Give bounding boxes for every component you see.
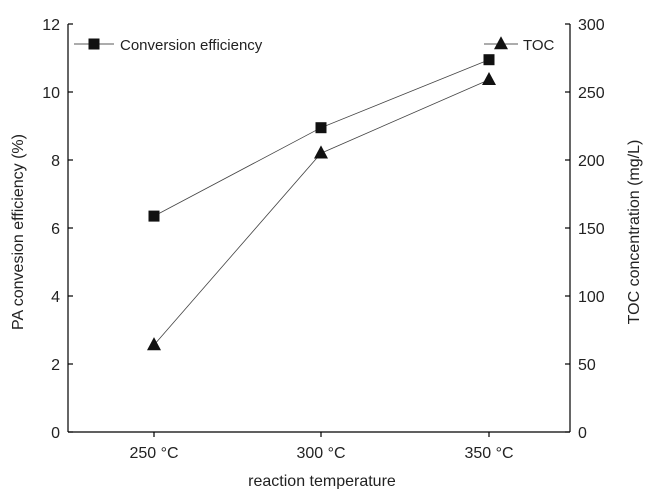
axes bbox=[67, 24, 571, 433]
left-tick-label: 6 bbox=[51, 221, 60, 238]
x-axis-label: reaction temperature bbox=[248, 473, 396, 489]
series-line-2 bbox=[153, 79, 490, 346]
data-point-triangle bbox=[482, 71, 496, 86]
legend-marker-triangle bbox=[494, 36, 508, 50]
legend-label-2: TOC bbox=[523, 37, 555, 54]
left-tick-label: 10 bbox=[42, 85, 60, 102]
x-axis-ticks: 250 °C 300 °C 350 °C bbox=[129, 432, 514, 462]
right-axis-label: TOC concentration (mg/L) bbox=[626, 140, 643, 325]
x-tick-label: 350 °C bbox=[464, 445, 513, 462]
legend-label-1: Conversion efficiency bbox=[120, 37, 263, 54]
right-tick-label: 300 bbox=[578, 17, 605, 34]
right-axis-ticks: 0 50 100 150 200 250 300 bbox=[565, 17, 605, 442]
right-tick-label: 100 bbox=[578, 289, 605, 306]
right-tick-label: 250 bbox=[578, 85, 605, 102]
left-axis-label: PA convesion efficiency (%) bbox=[10, 134, 27, 330]
left-tick-label: 12 bbox=[42, 17, 60, 34]
data-point-square bbox=[315, 122, 327, 134]
right-tick-label: 0 bbox=[578, 425, 587, 442]
right-tick-label: 150 bbox=[578, 221, 605, 238]
right-tick-label: 50 bbox=[578, 357, 596, 374]
x-tick-label: 300 °C bbox=[296, 445, 345, 462]
legend-marker-square bbox=[88, 38, 100, 50]
right-tick-label: 200 bbox=[578, 153, 605, 170]
legend: Conversion efficiency TOC bbox=[74, 36, 555, 54]
data-point-triangle bbox=[314, 145, 328, 159]
left-tick-label: 4 bbox=[51, 289, 60, 306]
data-point-square bbox=[483, 54, 495, 66]
left-axis-ticks: 0 2 4 6 8 10 12 bbox=[42, 17, 73, 442]
x-tick-label: 250 °C bbox=[129, 445, 178, 462]
left-tick-label: 2 bbox=[51, 357, 60, 374]
series-line-1 bbox=[153, 59, 490, 217]
data-point-triangle bbox=[147, 337, 161, 351]
left-tick-label: 8 bbox=[51, 153, 60, 170]
left-tick-label: 0 bbox=[51, 425, 60, 442]
series bbox=[147, 54, 496, 351]
data-point-square bbox=[148, 210, 160, 222]
